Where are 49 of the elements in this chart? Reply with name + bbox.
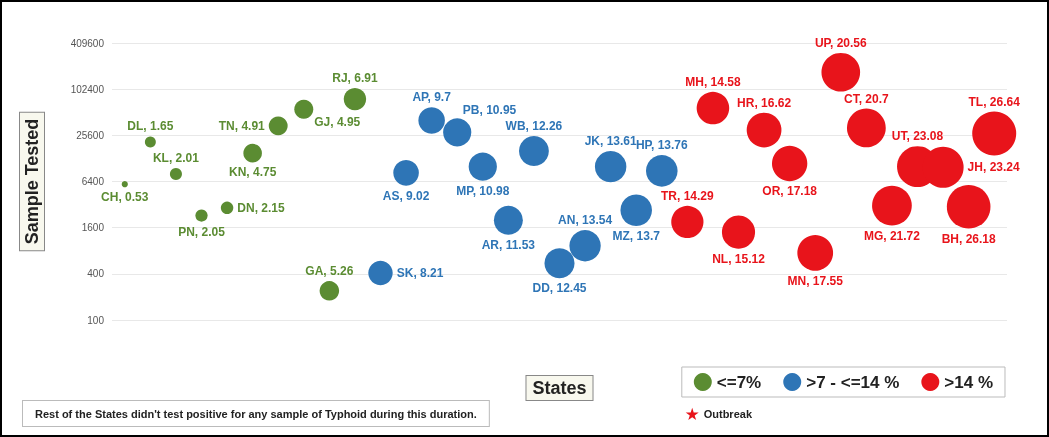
legend-label: >14 %: [944, 372, 994, 392]
data-label: NL, 15.12: [712, 251, 766, 266]
y-axis-title: Sample Tested: [22, 118, 42, 245]
data-label: RJ, 6.91: [332, 70, 378, 85]
data-label: SK, 8.21: [396, 266, 444, 281]
data-label: MN, 17.55: [787, 273, 844, 288]
data-label: AN, 13.54: [558, 213, 613, 228]
data-label: AS, 9.02: [382, 188, 430, 203]
data-label: JH, 23.24: [967, 160, 1020, 175]
y-tick-label: 6400: [81, 176, 105, 187]
data-label: MZ, 13.7: [612, 229, 661, 244]
data-label: TL, 26.64: [968, 94, 1021, 109]
data-label: HR, 16.62: [737, 95, 792, 110]
x-axis-title: States: [532, 378, 587, 398]
y-tick-label: 400: [87, 268, 105, 280]
data-label: UT, 23.08: [891, 129, 944, 144]
data-label: BH, 26.18: [941, 231, 996, 246]
data-label: GA, 5.26: [305, 264, 354, 279]
data-label: AP, 9.7: [412, 90, 452, 105]
data-label: PN, 2.05: [178, 224, 226, 239]
data-label: CH, 0.53: [101, 190, 149, 205]
y-tick-label: 409600: [70, 37, 105, 49]
data-label: DN, 2.15: [237, 200, 285, 215]
data-label: WB, 12.26: [505, 119, 563, 134]
data-label: OR, 17.18: [762, 184, 818, 199]
data-label: MG, 21.72: [863, 228, 921, 243]
y-tick-label: 25600: [76, 129, 105, 141]
data-label: UP, 20.56: [814, 35, 868, 50]
data-label: HP, 13.76: [635, 138, 689, 153]
data-label: DD, 12.45: [532, 281, 587, 296]
data-label: JK, 13.61: [584, 133, 637, 148]
data-label: CT, 20.7: [844, 91, 890, 106]
data-label: MP, 10.98: [456, 183, 510, 198]
data-label: MH, 14.58: [685, 74, 741, 89]
data-label: AR, 11.53: [481, 237, 536, 252]
y-tick-label: 100: [87, 314, 105, 326]
data-label: TR, 14.29: [661, 188, 715, 203]
legend-label: >7 - <=14 %: [806, 372, 900, 392]
legend-label: Outbreak: [703, 407, 753, 420]
data-label: GJ, 4.95: [314, 114, 361, 129]
y-tick-label: 1600: [81, 222, 105, 234]
data-label: KN, 4.75: [228, 165, 277, 180]
data-label: PB, 10.95: [462, 103, 517, 118]
text: Rest of the States didn't test positive for any sample of Typhoid during this duration.: [35, 407, 477, 420]
data-label: TN, 4.91: [218, 118, 266, 133]
data-label: DL, 1.65: [127, 119, 174, 134]
y-tick-label: 102400: [70, 83, 105, 95]
legend-label: <=7%: [716, 372, 762, 392]
data-label: KL, 2.01: [152, 151, 200, 166]
